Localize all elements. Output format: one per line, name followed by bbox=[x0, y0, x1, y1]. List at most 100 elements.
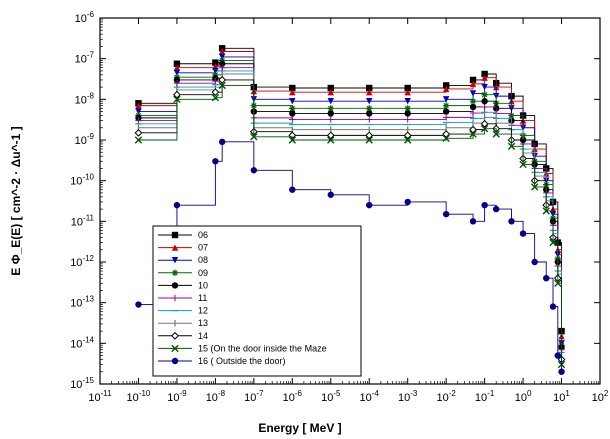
data-point bbox=[218, 64, 226, 71]
data-point bbox=[403, 136, 412, 144]
y-tick-label: 10-15 bbox=[70, 376, 94, 391]
series-5 bbox=[135, 60, 565, 351]
data-point bbox=[326, 131, 335, 140]
data-point bbox=[549, 238, 557, 247]
data-point bbox=[135, 102, 142, 109]
y-tick-label: 10-13 bbox=[70, 295, 94, 310]
data-point bbox=[403, 131, 412, 140]
legend-box bbox=[152, 225, 362, 377]
data-point bbox=[508, 218, 515, 225]
data-point bbox=[327, 110, 334, 117]
x-axis-label: Energy [ MeV ] bbox=[258, 421, 341, 435]
legend-label: 12 bbox=[198, 306, 208, 316]
data-point bbox=[469, 103, 477, 111]
data-point bbox=[481, 103, 488, 111]
data-point bbox=[366, 110, 373, 117]
legend-marker bbox=[171, 244, 179, 251]
data-point bbox=[519, 230, 527, 237]
data-point bbox=[366, 105, 373, 112]
data-point bbox=[543, 274, 550, 282]
y-tick-label: 10-6 bbox=[75, 10, 95, 25]
data-point bbox=[250, 167, 258, 174]
legend-label: 16 ( Outside the door) bbox=[198, 356, 286, 366]
data-point bbox=[289, 110, 296, 117]
data-point bbox=[542, 207, 550, 215]
data-point bbox=[289, 88, 296, 96]
data-point bbox=[218, 48, 226, 55]
legend-marker bbox=[171, 282, 179, 289]
x-tick-label: 10-4 bbox=[360, 389, 380, 404]
data-point bbox=[327, 105, 334, 112]
data-point bbox=[469, 130, 477, 138]
data-point bbox=[442, 130, 451, 138]
data-point bbox=[173, 201, 181, 209]
data-point bbox=[442, 114, 450, 121]
legend-label: 11 bbox=[198, 293, 207, 303]
legend: 06 07 08 09 10 11 12 13 14 15 (On the door inside… bbox=[152, 225, 362, 377]
data-point bbox=[173, 76, 181, 84]
data-point bbox=[327, 136, 335, 144]
legend-marker bbox=[171, 269, 179, 276]
legend-marker bbox=[171, 344, 179, 353]
data-point bbox=[549, 303, 557, 310]
data-point bbox=[481, 70, 488, 78]
data-point bbox=[469, 125, 477, 134]
data-point bbox=[173, 69, 181, 76]
data-point bbox=[480, 124, 489, 133]
data-point bbox=[134, 128, 143, 137]
data-point bbox=[366, 201, 373, 209]
data-point bbox=[288, 136, 297, 144]
y-tick-label: 10-12 bbox=[70, 254, 94, 269]
legend-marker bbox=[171, 331, 179, 340]
data-point bbox=[173, 79, 181, 87]
data-point bbox=[442, 102, 450, 109]
data-point bbox=[442, 85, 450, 93]
legend-label: 08 bbox=[198, 255, 208, 265]
legend-label: 10 bbox=[198, 280, 208, 290]
data-point bbox=[135, 301, 142, 308]
data-point bbox=[218, 57, 226, 64]
data-point bbox=[289, 186, 296, 193]
data-point bbox=[218, 138, 226, 146]
data-point bbox=[218, 45, 226, 52]
data-point bbox=[442, 96, 450, 103]
data-point bbox=[481, 91, 488, 98]
data-point bbox=[404, 110, 411, 117]
data-point bbox=[481, 74, 488, 81]
data-point bbox=[404, 116, 411, 123]
series-lines bbox=[134, 45, 566, 375]
data-point bbox=[327, 97, 334, 105]
data-point bbox=[173, 60, 181, 67]
data-point bbox=[212, 71, 219, 79]
data-point bbox=[558, 368, 565, 375]
x-tick-label: 10-11 bbox=[88, 389, 112, 404]
data-point bbox=[442, 134, 450, 143]
data-point bbox=[212, 158, 219, 165]
y-axis-label: E Φ_E(E) [ cm^-2 · Δu^-1 ] bbox=[9, 126, 23, 275]
y-tick-labels: 10-15 10-14 10-13 10-12 10-11 10-10 10-9 10-8 10… bbox=[70, 10, 94, 391]
data-point bbox=[442, 210, 450, 218]
data-point bbox=[492, 130, 500, 138]
data-point bbox=[469, 90, 477, 97]
x-tick-label: 10-1 bbox=[475, 389, 495, 404]
data-point bbox=[469, 80, 477, 88]
data-point bbox=[366, 116, 373, 123]
data-point bbox=[218, 76, 227, 84]
data-point bbox=[404, 97, 411, 105]
data-point bbox=[481, 97, 488, 105]
legend-marker bbox=[171, 257, 179, 264]
data-point bbox=[212, 59, 219, 66]
legend-label: 13 bbox=[198, 318, 208, 328]
data-point bbox=[134, 136, 143, 144]
data-point bbox=[289, 97, 296, 105]
data-point bbox=[218, 81, 226, 90]
data-point bbox=[211, 93, 220, 102]
y-tick-label: 10-7 bbox=[75, 51, 95, 66]
series-10 bbox=[134, 81, 566, 369]
data-point bbox=[404, 198, 411, 206]
data-point bbox=[442, 108, 450, 115]
data-point bbox=[554, 279, 562, 287]
data-point bbox=[212, 67, 219, 75]
axis-ticks bbox=[99, 17, 601, 385]
